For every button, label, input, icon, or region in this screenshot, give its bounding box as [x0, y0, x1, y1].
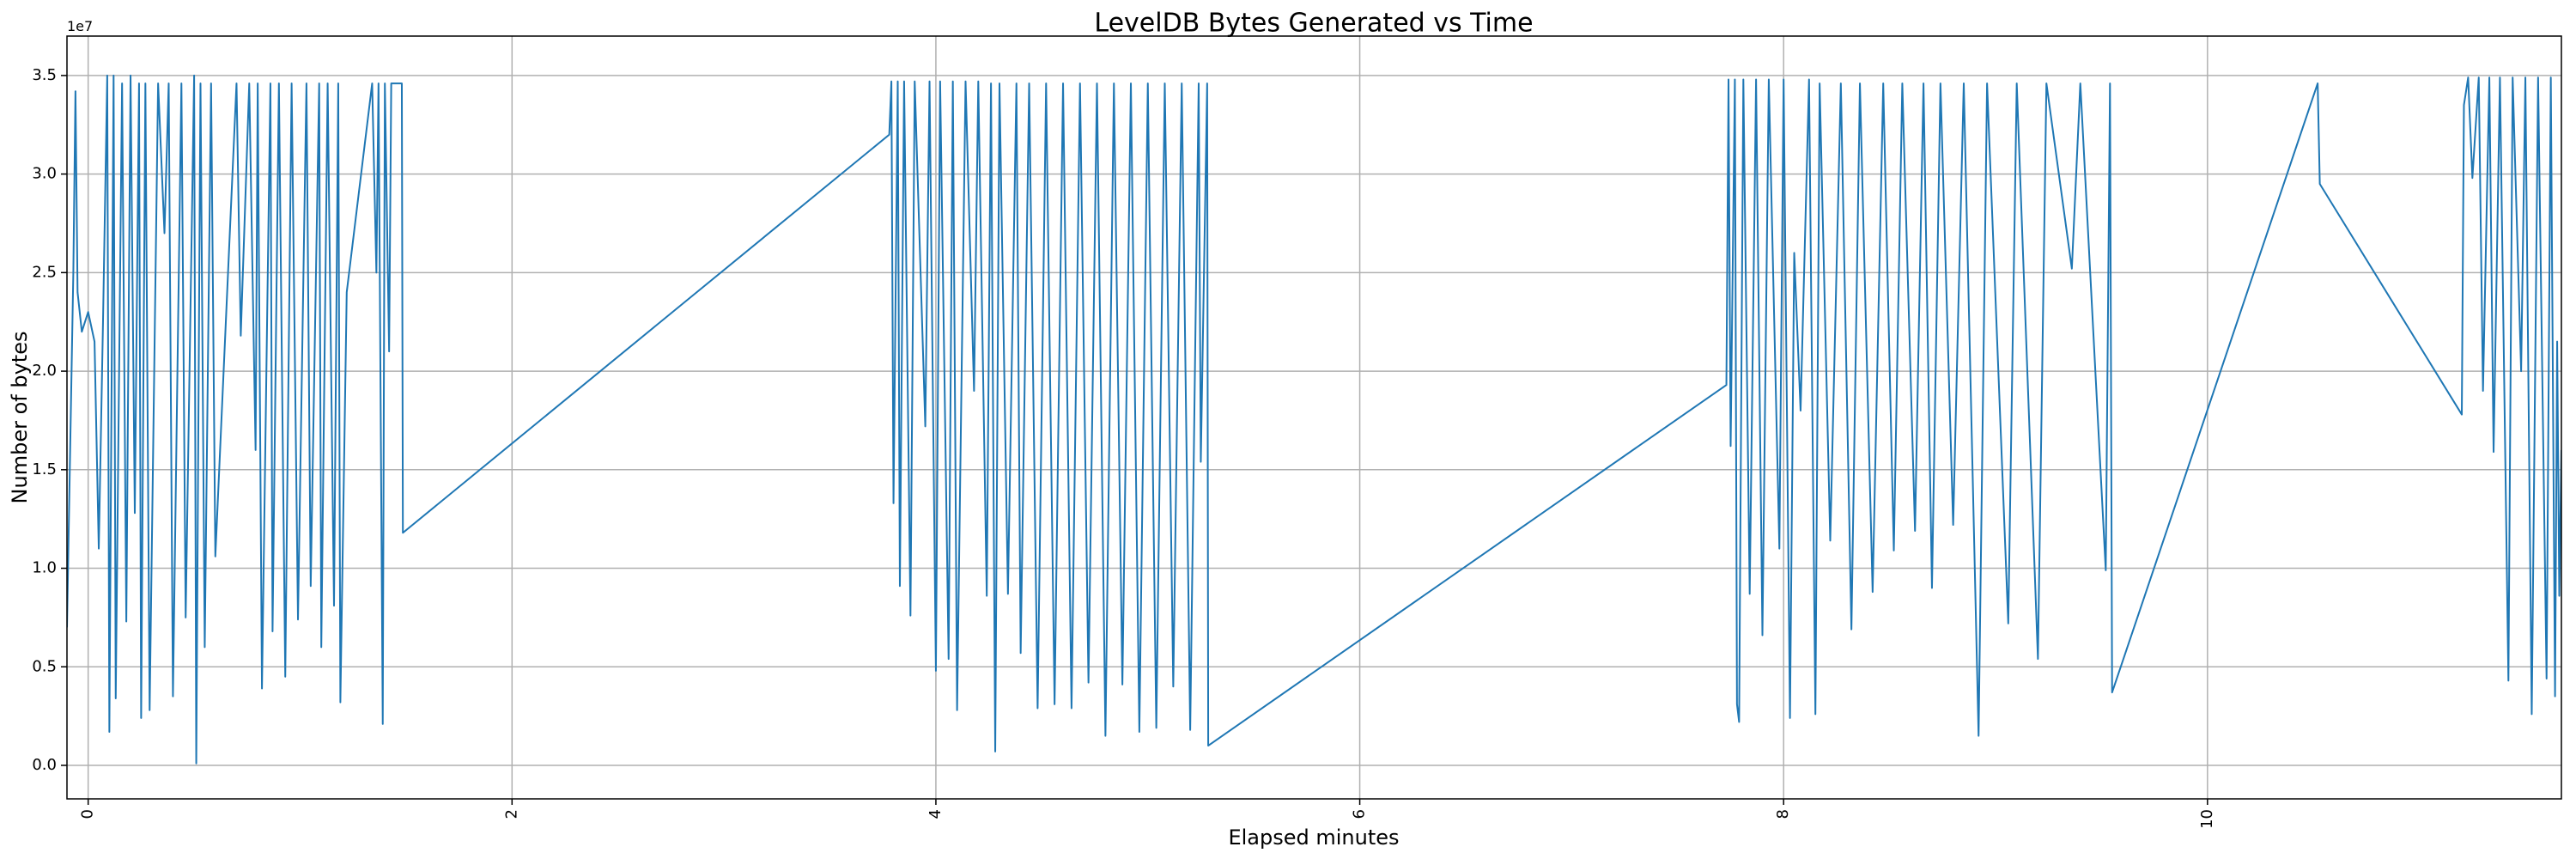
data-line	[67, 74, 2561, 765]
x-tick-label: 6	[1351, 809, 1369, 819]
y-offset-label: 1e7	[67, 18, 93, 34]
y-tick-label: 3.0	[32, 165, 57, 183]
y-tick-label: 1.5	[32, 460, 57, 478]
x-tick-label: 0	[79, 809, 97, 819]
x-tick-label: 2	[502, 809, 520, 819]
y-tick-label: 2.0	[32, 362, 57, 380]
y-tick-label: 2.5	[32, 263, 57, 281]
y-tick-label: 1.0	[32, 559, 57, 577]
y-tick-label: 3.5	[32, 66, 57, 84]
y-axis-label: Number of bytes	[8, 332, 32, 504]
chart-title: LevelDB Bytes Generated vs Time	[1094, 9, 1533, 39]
y-tick-label: 0.0	[32, 756, 57, 774]
x-axis-label: Elapsed minutes	[1228, 825, 1399, 850]
x-tick-label: 4	[927, 809, 945, 819]
y-tick-label: 0.5	[32, 657, 57, 675]
x-tick-label: 10	[2198, 809, 2216, 829]
x-tick-label: 8	[1774, 809, 1792, 819]
plot-frame	[66, 35, 2562, 800]
